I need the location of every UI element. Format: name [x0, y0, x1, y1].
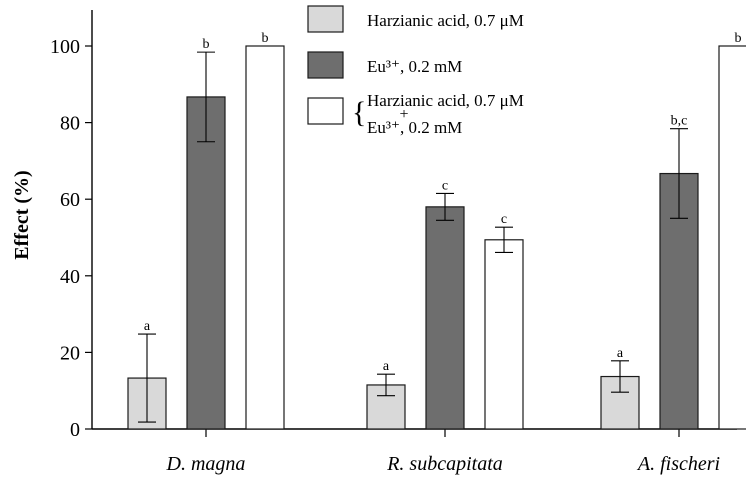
significance-letter: b	[735, 31, 742, 46]
legend-label-1: Harzianic acid, 0.7 μM	[367, 11, 524, 30]
legend-label-3-plus: +	[399, 106, 408, 123]
y-tick-label: 60	[60, 189, 80, 211]
bar-2	[425, 206, 465, 430]
y-axis-title: Effect (%)	[11, 170, 33, 259]
bar-2	[186, 96, 226, 430]
significance-letter: a	[383, 359, 390, 374]
significance-letter: b	[203, 37, 210, 52]
legend-label-3-line1: Harzianic acid, 0.7 μM	[367, 91, 524, 110]
significance-letter: c	[442, 178, 448, 193]
x-tick-label: A. fischeri	[636, 453, 720, 475]
x-tick-label: R. subcapitata	[386, 453, 503, 475]
significance-letter: a	[617, 346, 624, 361]
y-tick-label: 100	[50, 36, 80, 58]
legend-brace: {	[352, 96, 366, 129]
bar-3	[245, 45, 285, 430]
significance-letter: b	[262, 31, 269, 46]
legend-swatch-1	[307, 5, 344, 33]
x-tick-label: D. magna	[166, 453, 246, 475]
y-tick-label: 40	[60, 266, 80, 288]
y-tick-label: 0	[70, 419, 80, 441]
significance-letter: b,c	[671, 114, 688, 129]
bar-3	[718, 45, 746, 430]
legend-swatch-2	[307, 51, 344, 79]
significance-letter: c	[501, 212, 507, 227]
y-tick-label: 80	[60, 113, 80, 135]
bar-3	[484, 239, 524, 430]
significance-letter: a	[144, 319, 151, 334]
axes: 0 20 40 60 80 100 D. magna R. subcapitata A. fis…	[50, 10, 737, 475]
bars-layer: a b b a c c a b,c b	[127, 31, 746, 430]
legend-swatch-3	[307, 97, 344, 125]
legend-label-3-line2: Eu³⁺, 0.2 mM	[367, 118, 462, 137]
y-tick-label: 20	[60, 342, 80, 364]
legend-label-2: Eu³⁺, 0.2 mM	[367, 57, 462, 76]
